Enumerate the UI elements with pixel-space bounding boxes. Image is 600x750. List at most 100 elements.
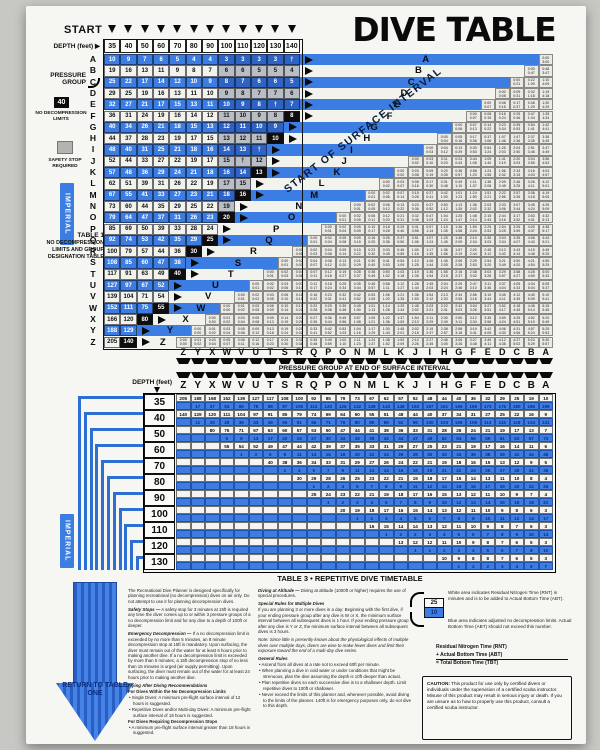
empty-cell [219,498,234,506]
surface-interval-cell: 0:10 0:17 [364,223,379,235]
surface-interval-cell: 3:17 3:52 [509,212,524,224]
rnt-cell: 39 [321,442,336,450]
down-arrow-icon [248,358,263,364]
adjusted-ndl-cell: 4 [335,482,350,490]
empty-cell [234,530,249,538]
surface-interval-cell: 0:01 0:02 [205,325,220,337]
t1-cell: 37 [152,212,170,224]
t1-cell: 16 [218,167,235,179]
t1-cell: 33 [169,223,186,235]
t1-cell: 33 [152,189,170,201]
surface-interval-cell: 0:02 0:03 [292,257,307,269]
tri-slot [422,372,437,379]
rnt-cell: 7 [495,538,510,546]
t1-cell: 4 [185,54,202,66]
t1-cell: 129 [120,325,137,337]
adjusted-ndl-cell: 14 [524,514,539,522]
surface-interval-cell: 0:58 1:11 [379,280,394,292]
adjusted-ndl-cell: 66 [234,402,249,410]
t1-cell: 35 [169,234,186,247]
down-arrow-icon [287,25,296,33]
surface-interval-cell: 0:06 0:11 [364,212,379,224]
t1-cell: 12 [169,76,186,88]
adjusted-ndl-cell: 1 [408,546,423,554]
return-arrow-label: RETURN TO TABLE ONE [62,682,128,698]
band-group-letter: S [234,257,242,269]
adjusted-ndl-cell: 24 [379,450,394,458]
legend-white-text: White area indicates Residual Nitrogen T… [448,590,564,601]
empty-cell [176,442,191,450]
t1-cell: 5 [169,54,186,66]
tri-slot [120,25,136,36]
t1-cell: 15 [185,121,202,134]
arrow-shaft [73,582,117,684]
empty-cell [393,562,408,570]
surface-interval-cell: 2:10 2:34 [466,234,481,247]
surface-interval-cell: 2:42 3:03 [451,302,466,314]
t1-cell: 17 [218,178,235,190]
depth-header-cell: 50 [136,39,153,53]
surface-interval-cell: 0:05 0:08 [234,325,249,337]
down-arrow-icon [124,25,133,33]
down-arrow-icon [292,358,307,364]
surface-interval-cell: 3:21 3:49 [495,257,510,269]
surface-interval-cell: 4:05 4:33 [509,280,524,292]
empty-cell [219,562,234,570]
surface-interval-cell: 3:58 4:27 [509,268,524,280]
surface-interval-cell: 1:59 2:24 [466,223,481,235]
surface-interval-cell: 2:44 3:16 [495,212,510,224]
empty-cell [176,482,191,490]
group-letter: T [267,380,274,391]
adjusted-ndl-cell: 5 [219,434,234,442]
rnt-cell: 168 [205,394,220,402]
t1-cell: 104 [120,291,137,303]
surface-interval-cell: 0:05 0:08 [248,313,263,326]
empty-cell [263,490,278,498]
t1-cell: 25 [201,234,219,247]
surface-interval-cell: 0:00 0:07 [480,99,495,111]
down-arrow-icon [379,372,394,378]
empty-cell [219,538,234,546]
surface-interval-cell: 0:25 0:46 [509,110,524,122]
surface-interval-cell: 0:39 0:48 [335,302,350,314]
adjusted-ndl-cell: 9 [234,434,249,442]
rules-bullet: • A minimum pre-flight surface interval … [129,724,251,736]
surface-interval-cell: 0:50 1:02 [379,268,394,280]
no-deco-limits-label: NO DECOMPRESSION LIMITS [35,111,87,122]
surface-interval-cell: 0:31 0:38 [292,336,307,348]
surface-interval-cell: 0:21 0:29 [350,257,365,269]
down-arrow-icon [271,25,280,33]
rnt-cell: 23 [335,490,350,498]
t1-cell: 17 [136,76,153,88]
surface-interval-cell: 5:05 5:37 [538,280,553,292]
adjusted-ndl-cell: 2 [335,498,350,506]
surface-interval-cell: 0:48 3:47 [538,65,553,77]
down-arrow-icon [480,358,495,364]
adjusted-ndl-cell: 12 [422,482,437,490]
adjusted-ndl-cell: 44 [524,450,539,458]
empty-cell [234,554,249,562]
surface-interval-band: G [283,121,452,134]
t1-group-letter: S [90,257,96,268]
band-group-letter: V [204,291,212,303]
empty-cell [190,482,205,490]
t1-cell: 29 [152,167,170,179]
rnt-cell: 9 [524,458,539,466]
rnt-cell: 64 [335,410,350,418]
t1-cell: 22 [120,76,137,88]
adjusted-ndl-cell: 92 [393,418,408,426]
surface-interval-cell: 1:24 1:37 [364,336,379,348]
rules-p: Diving at Altitude — Diving at altitude … [258,588,406,599]
t1-cell: 92 [104,234,121,247]
adjusted-ndl-cell: 6 [263,450,278,458]
empty-cell [248,482,263,490]
empty-cell [321,562,336,570]
flow-bracket [95,444,144,570]
surface-interval-cell: 4:38 5:17 [538,223,553,235]
band-group-letter: B [415,65,422,77]
empty-cell [248,498,263,506]
band-group-letter: U [211,280,219,292]
adjusted-ndl-cell: 8 [451,514,466,522]
surface-interval-cell: 0:05 0:07 [219,336,234,348]
rnt-cell: 75 [219,426,234,434]
